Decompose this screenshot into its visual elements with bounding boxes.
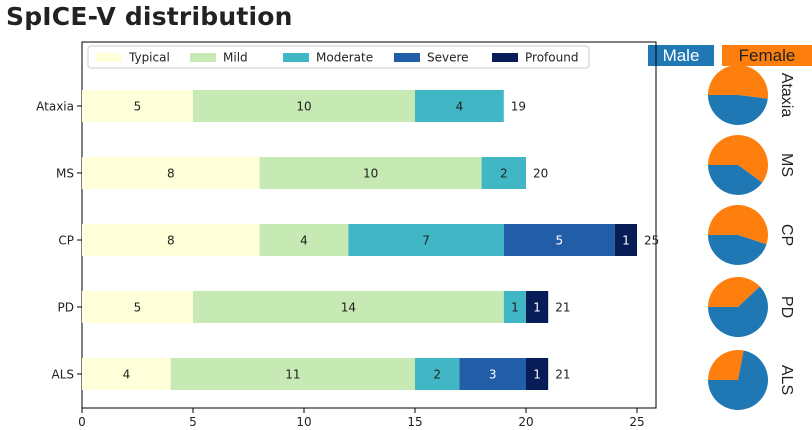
pie-slice-pd-male (708, 286, 768, 337)
legend-label-mild: Mild (223, 51, 248, 65)
bar-total-label: 19 (511, 100, 526, 114)
bar-segment-pd-profound (526, 291, 549, 323)
bar-total-label: 25 (644, 234, 659, 248)
x-tick-label: 20 (518, 415, 533, 429)
legend-swatch-moderate (283, 53, 309, 62)
bar-total-label: 20 (533, 167, 548, 181)
x-tick-label: 0 (78, 415, 86, 429)
chart-title: SpICE-V distribution (6, 2, 293, 31)
y-tick-label: Ataxia (36, 100, 74, 114)
pie-slice-ms-male (708, 165, 763, 196)
bar-segment-ms-mild (259, 157, 482, 189)
legend-male-label: Male (662, 46, 700, 65)
bar-value-label: 2 (500, 167, 508, 181)
bar-value-label: 2 (433, 368, 441, 382)
legend-female-label: Female (738, 46, 796, 65)
bar-value-label: 10 (296, 100, 311, 114)
pie-label-ms: MS (778, 153, 795, 177)
x-tick-label: 10 (296, 415, 311, 429)
bar-segment-pd-moderate (503, 291, 526, 323)
pie-slice-ataxia-female (708, 65, 768, 99)
pie-slice-pd-female (708, 276, 760, 307)
pie-slice-als-male (708, 350, 768, 411)
bar-segment-ataxia-typical (82, 90, 193, 122)
bar-value-label: 1 (622, 234, 630, 248)
bar-segment-pd-mild (193, 291, 504, 323)
legend-label-typical: Typical (128, 51, 170, 65)
pie-label-ataxia: Ataxia (778, 73, 795, 118)
y-tick-label: MS (56, 167, 74, 181)
bar-value-label: 5 (134, 100, 142, 114)
legend-box (87, 45, 590, 69)
bar-segment-ataxia-moderate (415, 90, 504, 122)
y-tick-label: ALS (51, 368, 74, 382)
pie-slice-cp-male (708, 235, 767, 266)
bar-segment-ms-typical (82, 157, 260, 189)
bar-value-label: 7 (422, 234, 430, 248)
pie-label-pd: PD (778, 296, 795, 318)
bar-value-label: 4 (456, 100, 464, 114)
bar-value-label: 5 (134, 301, 142, 315)
legend-label-profound: Profound (525, 51, 578, 65)
legend-swatch-profound (492, 53, 518, 62)
bar-segment-cp-profound (614, 224, 637, 256)
bar-value-label: 10 (363, 167, 378, 181)
bar-segment-ms-moderate (481, 157, 526, 189)
bar-segment-cp-typical (82, 224, 260, 256)
bar-segment-cp-moderate (348, 224, 504, 256)
bar-value-label: 5 (555, 234, 563, 248)
pie-slice-ataxia-male (708, 95, 768, 126)
bar-value-label: 1 (533, 301, 541, 315)
bar-segment-pd-typical (82, 291, 193, 323)
bar-value-label: 8 (167, 167, 175, 181)
bar-value-label: 1 (511, 301, 519, 315)
legend-female: Female (722, 45, 812, 66)
legend-label-severe: Severe (427, 51, 469, 65)
bar-value-label: 4 (300, 234, 308, 248)
legend-swatch-typical (96, 53, 122, 62)
bar-total-label: 21 (555, 301, 570, 315)
bar-segment-cp-severe (503, 224, 615, 256)
bar-total-label: 21 (555, 368, 570, 382)
bar-value-label: 11 (285, 368, 300, 382)
bar-segment-ataxia-mild (193, 90, 415, 122)
bar-value-label: 4 (123, 368, 131, 382)
pie-slice-als-female (708, 349, 744, 380)
bar-value-label: 8 (167, 234, 175, 248)
pie-label-als: ALS (778, 365, 795, 395)
legend-swatch-mild (190, 53, 216, 62)
bar-segment-als-profound (526, 358, 549, 390)
legend-male: Male (648, 45, 714, 66)
bar-value-label: 14 (341, 301, 356, 315)
x-tick-label: 15 (407, 415, 422, 429)
pie-label-cp: CP (778, 224, 795, 246)
bar-segment-cp-mild (259, 224, 349, 256)
bar-segment-als-mild (170, 358, 415, 390)
x-tick-label: 25 (629, 415, 644, 429)
legend-swatch-severe (394, 53, 420, 62)
legend-label-moderate: Moderate (316, 51, 373, 65)
y-tick-label: CP (58, 234, 74, 248)
bar-segment-als-moderate (415, 358, 460, 390)
bar-value-label: 3 (489, 368, 497, 382)
pie-slice-cp-female (708, 205, 768, 245)
x-tick-label: 5 (189, 415, 197, 429)
pie-slice-ms-female (708, 135, 768, 183)
bar-segment-als-typical (82, 358, 171, 390)
y-tick-label: PD (58, 301, 74, 315)
bar-segment-als-severe (459, 358, 526, 390)
bar-value-label: 1 (533, 368, 541, 382)
